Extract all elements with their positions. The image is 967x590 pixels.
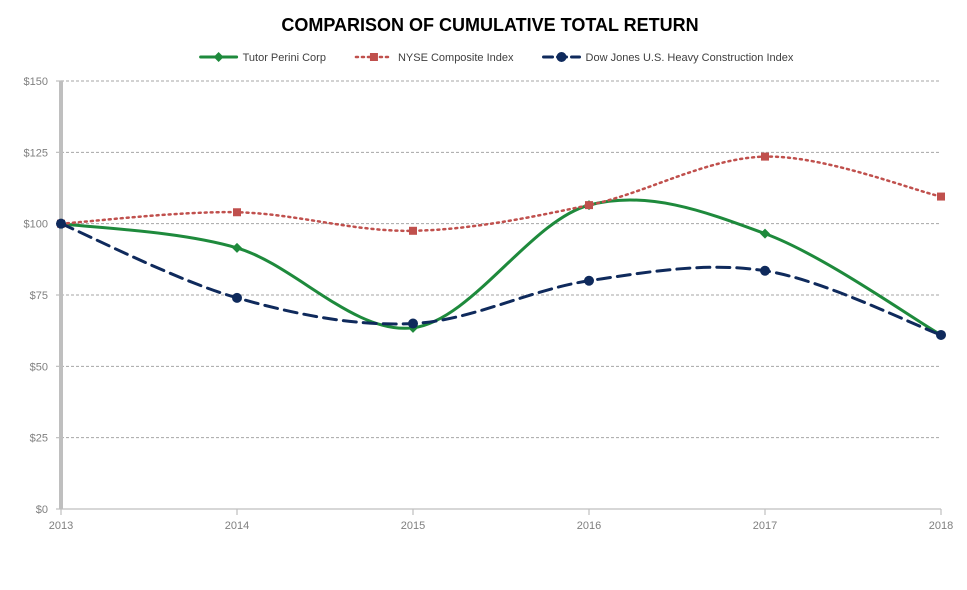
data-point: [409, 226, 417, 235]
data-point: [760, 265, 770, 276]
series-0: [56, 198, 946, 340]
data-point: [56, 218, 66, 229]
y-tick-label: $50: [30, 361, 48, 373]
series-line: [59, 222, 943, 337]
legend-item: Dow Jones U.S. Heavy Construction Index: [542, 52, 794, 64]
x-tick-label: 2016: [577, 520, 601, 532]
legend-item: NYSE Composite Index: [354, 52, 514, 64]
x-tick-label: 2017: [753, 520, 777, 532]
y-tick-label: $0: [36, 504, 48, 516]
data-point: [761, 152, 769, 161]
chart-title: COMPARISON OF CUMULATIVE TOTAL RETURN: [281, 15, 698, 35]
legend-marker: [556, 52, 567, 62]
data-point: [760, 228, 770, 239]
series-2: [56, 218, 946, 340]
x-axis-ticks: 2013 2014 2015 2016 2017 2018: [49, 520, 953, 532]
y-tick-label: $125: [24, 147, 48, 159]
legend-label: Dow Jones U.S. Heavy Construction Index: [586, 52, 794, 64]
axes: [56, 80, 942, 515]
series-1: [57, 152, 945, 235]
legend-label: NYSE Composite Index: [398, 52, 514, 64]
x-tick-label: 2014: [225, 520, 249, 532]
data-point: [408, 318, 418, 329]
data-point: [936, 329, 946, 340]
series-line: [59, 198, 943, 337]
legend-marker: [369, 53, 378, 61]
y-tick-label: $75: [30, 290, 48, 302]
legend-marker: [213, 52, 224, 62]
data-point: [232, 242, 242, 253]
legend-label: Tutor Perini Corp: [243, 52, 326, 64]
x-tick-label: 2018: [929, 520, 953, 532]
y-tick-label: $25: [30, 433, 48, 445]
x-tick-label: 2015: [401, 520, 425, 532]
data-point: [937, 192, 945, 201]
x-tick-label: 2013: [49, 520, 73, 532]
data-point: [232, 292, 242, 303]
y-tick-label: $100: [24, 219, 48, 231]
legend-item: Tutor Perini Corp: [199, 52, 326, 64]
y-axis-ticks: $0 $25 $50 $75 $100 $125 $150: [24, 76, 48, 516]
series-lines: [56, 152, 946, 340]
data-point: [233, 208, 241, 217]
gridlines: [61, 80, 941, 439]
data-point: [585, 201, 593, 210]
data-point: [584, 275, 594, 286]
y-tick-label: $150: [24, 76, 48, 88]
legend: Tutor Perini Corp NYSE Composite Index Dow…: [199, 52, 794, 64]
series-line: [59, 155, 943, 233]
